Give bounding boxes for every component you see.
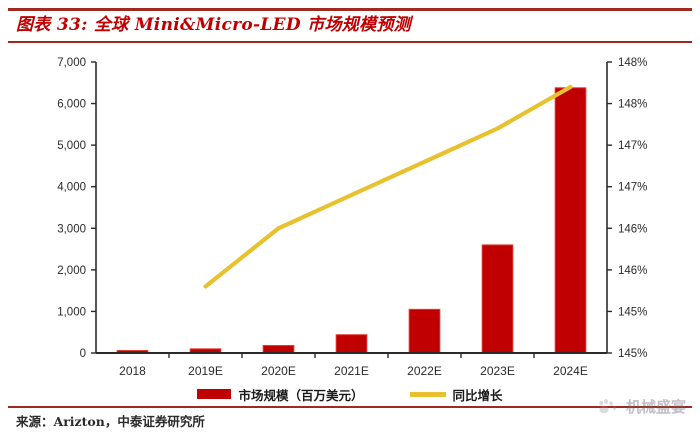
line-series bbox=[203, 84, 573, 289]
svg-text:2,000: 2,000 bbox=[57, 265, 86, 277]
bar-series bbox=[116, 87, 587, 354]
legend-swatch-bar-icon bbox=[197, 389, 232, 399]
page-title: 图表 33: 全球 Mini&Micro-LED 市场规模预测 bbox=[16, 15, 411, 35]
bar-2024E bbox=[554, 87, 587, 354]
bar-2022E bbox=[408, 308, 441, 354]
left-value-axis: 0 1,000 2,000 3,000 4,000 5,000 6,000 7,000 bbox=[57, 57, 97, 360]
combo-chart: 0 1,000 2,000 3,000 4,000 5,000 6,000 7,000 145… bbox=[57, 57, 647, 378]
watermark: 机械盛宴 bbox=[598, 396, 686, 417]
svg-text:0: 0 bbox=[80, 348, 86, 360]
svg-text:2023E: 2023E bbox=[480, 364, 515, 378]
bar-2023E bbox=[481, 244, 514, 354]
svg-text:7,000: 7,000 bbox=[57, 57, 86, 69]
svg-text:3,000: 3,000 bbox=[57, 223, 86, 235]
watermark-label: 机械盛宴 bbox=[625, 398, 686, 416]
growth-line bbox=[203, 84, 573, 289]
svg-text:145%: 145% bbox=[618, 348, 647, 360]
svg-text:147%: 147% bbox=[618, 182, 647, 194]
legend-swatch-line-icon bbox=[409, 391, 446, 397]
svg-text:147%: 147% bbox=[618, 140, 647, 152]
paw-logo-icon bbox=[599, 398, 617, 413]
svg-text:148%: 148% bbox=[618, 99, 647, 111]
svg-text:145%: 145% bbox=[618, 306, 647, 318]
svg-text:1,000: 1,000 bbox=[57, 306, 86, 318]
bar-2020E bbox=[262, 345, 295, 354]
title-rule-top bbox=[8, 8, 692, 11]
footer-rule bbox=[8, 406, 692, 408]
svg-text:6,000: 6,000 bbox=[57, 99, 86, 111]
svg-text:2018: 2018 bbox=[119, 364, 146, 378]
svg-text:2021E: 2021E bbox=[334, 364, 369, 378]
svg-text:2024E: 2024E bbox=[553, 364, 588, 378]
svg-text:5,000: 5,000 bbox=[57, 140, 86, 152]
legend-item-bar: 市场规模（百万美元） bbox=[197, 385, 364, 404]
chart-plot-area: 0 1,000 2,000 3,000 4,000 5,000 6,000 7,000 145… bbox=[0, 44, 700, 389]
svg-text:148%: 148% bbox=[618, 57, 647, 69]
svg-text:2019E: 2019E bbox=[188, 364, 223, 378]
source-note: 来源：Arizton，中泰证券研究所 bbox=[16, 414, 205, 429]
category-axis: 2018 2019E 2020E 2021E 2022E 2023E 2024E bbox=[96, 352, 607, 378]
title-rule-bottom bbox=[8, 41, 692, 43]
chart-legend: 市场规模（百万美元） 同比增长 bbox=[0, 382, 700, 406]
bar-2021E bbox=[335, 334, 368, 354]
legend-label-bar: 市场规模（百万美元） bbox=[238, 387, 364, 403]
svg-text:4,000: 4,000 bbox=[57, 182, 86, 194]
right-percent-axis: 145% 145% 146% 146% 147% 147% 148% 148% bbox=[606, 57, 647, 360]
legend-item-line: 同比增长 bbox=[409, 385, 503, 404]
legend-label-line: 同比增长 bbox=[452, 387, 503, 403]
svg-text:2020E: 2020E bbox=[261, 364, 296, 378]
svg-text:146%: 146% bbox=[618, 223, 647, 235]
svg-text:2022E: 2022E bbox=[407, 364, 442, 378]
svg-text:146%: 146% bbox=[618, 265, 647, 277]
